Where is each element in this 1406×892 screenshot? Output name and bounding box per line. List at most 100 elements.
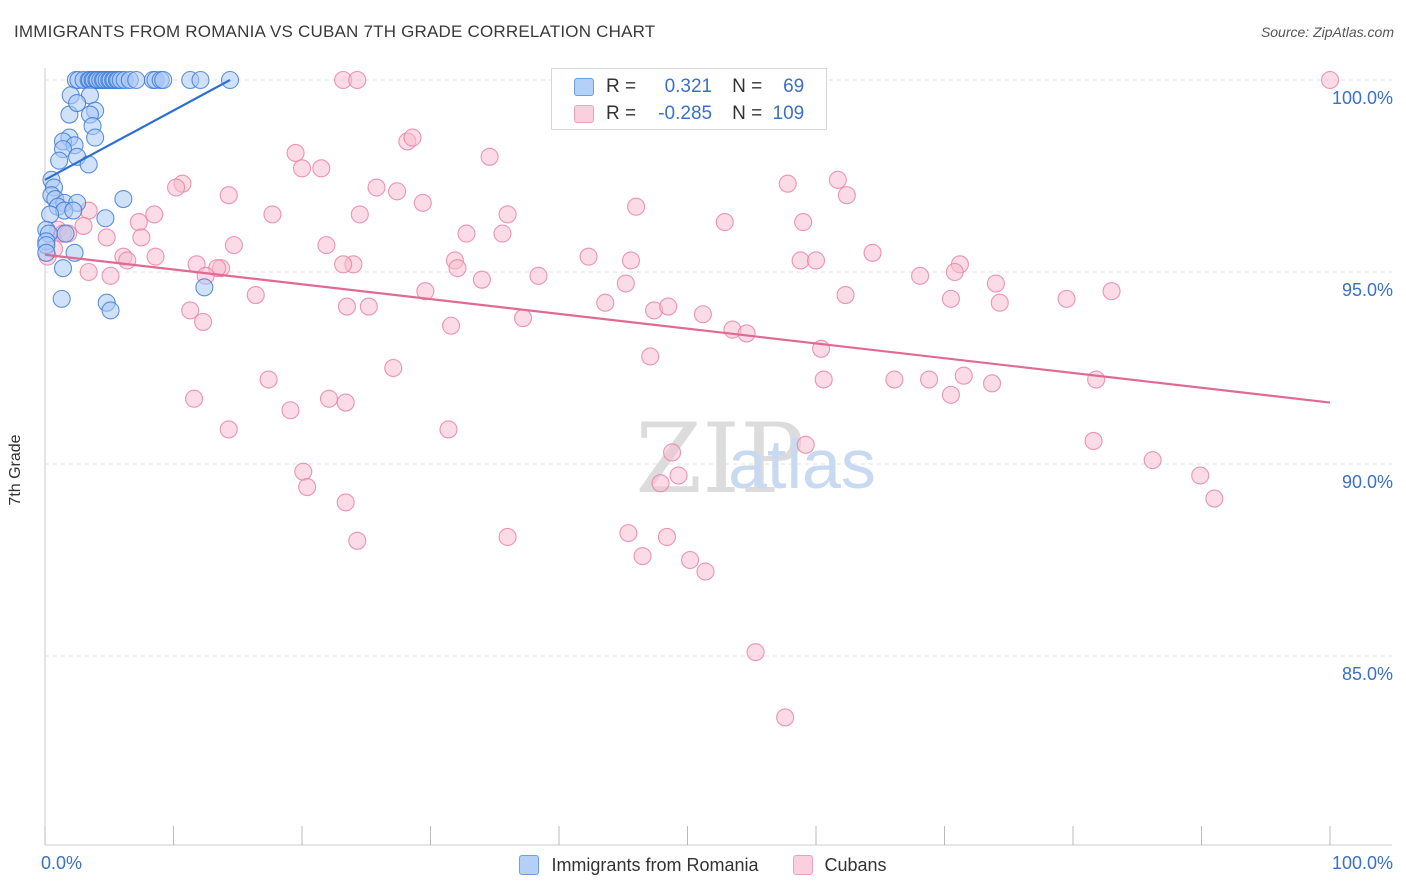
data-point-romania xyxy=(68,93,87,113)
data-point-cubans xyxy=(413,193,432,212)
data-point-cubans xyxy=(442,316,461,335)
data-point-cubans xyxy=(319,389,339,408)
label-layer: 100.0% 95.0% 90.0% 85.0% 0.0% 100.0% xyxy=(41,88,1393,873)
data-point-cubans xyxy=(954,366,973,385)
data-point-cubans xyxy=(219,186,238,205)
data-point-cubans xyxy=(336,393,355,412)
data-point-cubans xyxy=(1102,282,1121,301)
data-point-romania xyxy=(41,205,60,224)
legend-row-cubans: R = -0.285 N = 109 xyxy=(574,101,804,127)
data-point-cubans xyxy=(263,205,282,224)
data-point-cubans xyxy=(388,182,407,201)
data-point-romania xyxy=(37,243,56,262)
y-tick-label: 100.0% xyxy=(1332,88,1393,108)
data-point-cubans xyxy=(167,178,186,197)
data-point-cubans xyxy=(132,228,151,247)
trend-line-cubans xyxy=(44,253,1331,404)
legend-r-label: R = xyxy=(606,76,637,97)
data-point-cubans xyxy=(348,70,367,90)
data-point-cubans xyxy=(337,297,357,316)
correlation-legend: R = 0.321 N = 69 R = -0.285 N = 109 xyxy=(551,68,827,130)
data-point-cubans xyxy=(828,170,847,189)
series-legend-romania[interactable]: Immigrants from Romania xyxy=(519,854,759,876)
data-point-romania xyxy=(96,209,115,228)
data-point-cubans xyxy=(1205,489,1224,508)
legend-r-value-romania: 0.321 xyxy=(664,76,713,97)
data-point-romania xyxy=(86,128,105,147)
data-point-cubans xyxy=(806,251,826,270)
series-legend: Immigrants from Romania Cubans xyxy=(0,852,1406,878)
data-point-cubans xyxy=(791,251,810,270)
grid-layer xyxy=(45,79,1392,657)
data-point-cubans xyxy=(633,547,652,566)
y-tick-label: 85.0% xyxy=(1342,664,1393,684)
data-point-cubans xyxy=(350,205,369,224)
data-point-cubans xyxy=(472,270,491,289)
data-point-romania xyxy=(114,189,133,209)
data-point-romania xyxy=(50,151,69,170)
data-point-romania xyxy=(191,70,210,90)
data-point-cubans xyxy=(641,347,660,366)
data-point-romania xyxy=(127,70,146,90)
legend-swatch-cubans xyxy=(574,105,594,123)
data-point-cubans xyxy=(312,159,331,178)
data-point-cubans xyxy=(336,493,355,512)
points-layer xyxy=(37,70,1340,727)
data-point-cubans xyxy=(1143,451,1162,470)
data-point-cubans xyxy=(941,289,960,308)
data-point-cubans xyxy=(1191,466,1210,485)
data-point-cubans xyxy=(776,708,795,727)
trend-line-romania xyxy=(44,79,231,181)
series-label-cubans: Cubans xyxy=(824,854,887,875)
data-point-cubans xyxy=(457,224,476,243)
series-legend-cubans[interactable]: Cubans xyxy=(792,854,887,876)
data-point-cubans xyxy=(480,147,499,166)
data-point-cubans xyxy=(498,205,517,224)
data-point-cubans xyxy=(281,401,300,420)
legend-n-label: N = xyxy=(732,76,763,97)
data-point-cubans xyxy=(619,524,638,543)
data-point-cubans xyxy=(194,312,213,331)
data-point-cubans xyxy=(621,251,641,270)
data-point-cubans xyxy=(616,274,635,293)
x-tick-label: 0.0% xyxy=(41,853,82,873)
data-point-cubans xyxy=(359,297,378,316)
series-swatch-cubans xyxy=(792,855,813,875)
data-point-cubans xyxy=(693,305,712,324)
data-point-cubans xyxy=(982,374,1002,393)
watermark-zip: ZIP xyxy=(635,403,804,515)
data-point-cubans xyxy=(367,178,386,197)
data-point-cubans xyxy=(663,443,682,462)
y-tick-label: 90.0% xyxy=(1342,472,1393,492)
data-point-cubans xyxy=(384,358,403,378)
data-point-cubans xyxy=(778,174,797,193)
legend-swatch-romania xyxy=(574,78,594,96)
data-point-cubans xyxy=(627,197,646,216)
data-point-cubans xyxy=(657,527,676,547)
data-point-cubans xyxy=(292,159,312,178)
legend-row-romania: R = 0.321 N = 69 xyxy=(574,74,804,100)
series-label-romania: Immigrants from Romania xyxy=(551,854,759,875)
data-point-cubans xyxy=(224,236,243,255)
data-point-cubans xyxy=(737,324,756,343)
data-point-cubans xyxy=(529,266,548,285)
data-point-cubans xyxy=(145,205,164,224)
data-point-cubans xyxy=(1320,70,1340,90)
source-credit: Source: ZipAtlas.com xyxy=(1260,24,1394,40)
data-point-cubans xyxy=(596,293,615,312)
data-point-cubans xyxy=(74,216,93,235)
data-point-cubans xyxy=(746,643,765,662)
data-point-cubans xyxy=(101,266,120,285)
x-tick-label: 100.0% xyxy=(1332,853,1393,873)
data-point-romania xyxy=(52,289,71,308)
data-point-cubans xyxy=(448,259,467,278)
data-point-romania xyxy=(195,278,214,297)
data-point-cubans xyxy=(920,370,939,389)
data-point-cubans xyxy=(317,236,336,255)
series-swatch-romania xyxy=(519,855,540,875)
data-point-romania xyxy=(56,224,75,243)
data-point-cubans xyxy=(941,385,960,404)
data-point-cubans xyxy=(348,531,367,550)
data-point-cubans xyxy=(416,282,435,301)
